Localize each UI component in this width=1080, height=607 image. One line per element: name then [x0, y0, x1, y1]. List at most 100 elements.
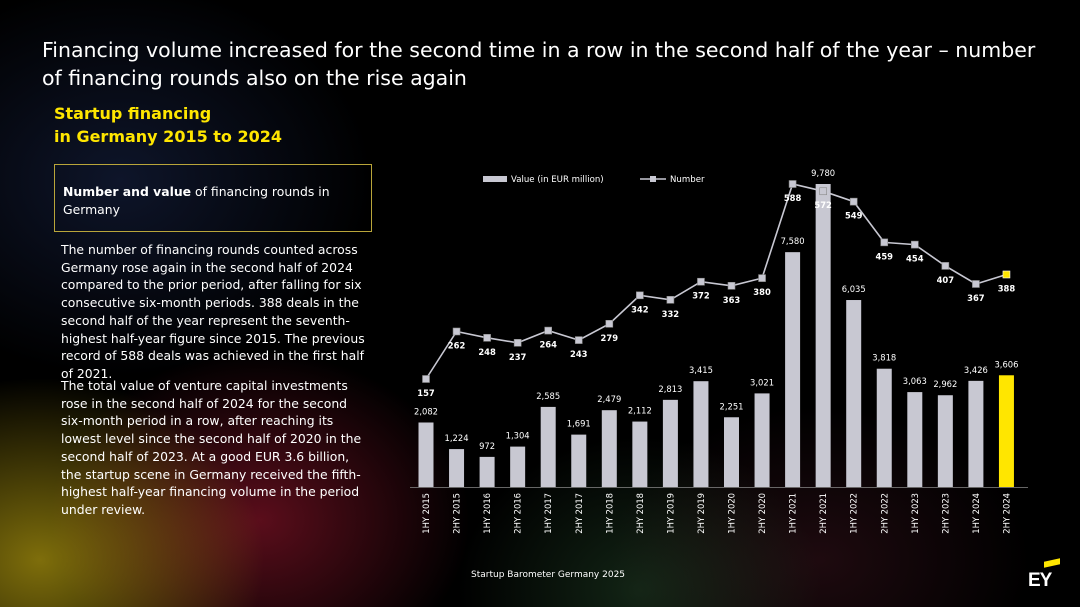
number-label: 588 — [784, 193, 802, 203]
line-point — [483, 334, 491, 342]
chart-subtitle: Startup financing in Germany 2015 to 202… — [54, 102, 282, 148]
line-point — [849, 197, 858, 206]
number-label: 237 — [509, 352, 527, 362]
ey-logo: EY — [1020, 558, 1060, 592]
x-tick-label: 2HY 2021 — [818, 493, 828, 534]
caption-bold: Number and value — [63, 184, 192, 199]
logo-yellow-bar — [1044, 558, 1060, 568]
line-point — [880, 238, 889, 247]
number-label: 243 — [570, 349, 588, 359]
bar-value-label: 2,479 — [597, 394, 621, 404]
bar — [846, 300, 862, 487]
bar-value-label: 2,813 — [658, 384, 682, 394]
bar-value-label: 3,606 — [994, 359, 1018, 369]
chart-legend: Value (in EUR million) Number — [483, 175, 705, 185]
line-point — [941, 262, 950, 270]
line-point — [819, 187, 827, 196]
bar-value-label: 6,035 — [842, 284, 866, 294]
number-label: 363 — [723, 295, 741, 305]
line-point — [972, 280, 980, 288]
line-point — [544, 326, 553, 335]
x-tick-label: 1HY 2019 — [665, 493, 675, 534]
line-point — [605, 320, 614, 328]
number-label: 367 — [967, 293, 985, 303]
paragraph-total-value: The total value of venture capital inves… — [61, 378, 362, 517]
bar-value-label: 2,251 — [720, 401, 744, 411]
bar-value-label: 1,224 — [445, 433, 469, 443]
line-point — [513, 339, 522, 347]
x-axis-ticks: 1HY 2015 2HY 2015 1HY 2016 2HY 2016 1HY 2017… — [421, 493, 1011, 534]
bar-value-label: 3,818 — [872, 353, 896, 363]
number-label: 407 — [937, 275, 955, 285]
line-point — [788, 180, 797, 188]
number-label: 279 — [601, 333, 619, 343]
x-tick-label: 2HY 2015 — [452, 493, 462, 534]
x-tick-label: 1HY 2015 — [421, 493, 431, 534]
line-series: 157 262 248 237 264 243 279 342 332 372 363 380 588 5… — [417, 180, 1015, 398]
number-label: 380 — [753, 287, 771, 297]
number-label: 248 — [478, 347, 496, 357]
bar-value-label: 2,082 — [414, 406, 438, 416]
x-tick-label: 1HY 2018 — [604, 493, 614, 534]
x-tick-label: 2HY 2024 — [1001, 493, 1011, 534]
x-tick-label: 2HY 2022 — [879, 493, 889, 534]
bar-value-label: 2,112 — [628, 406, 652, 416]
number-line — [425, 183, 1007, 380]
bar — [632, 421, 648, 487]
bar — [724, 417, 739, 487]
bar — [540, 406, 556, 487]
page-title: Financing volume increased for the secon… — [42, 38, 1036, 90]
line-point — [452, 327, 461, 336]
bar-value-label: 7,580 — [781, 236, 805, 246]
bar — [479, 456, 495, 487]
bar — [937, 395, 953, 487]
x-tick-label: 1HY 2024 — [971, 493, 981, 534]
bar-value-label: 9,780 — [811, 168, 835, 178]
bar — [815, 184, 831, 487]
line-point — [666, 296, 675, 304]
number-label: 459 — [876, 251, 894, 261]
x-tick-label: 2HY 2020 — [757, 493, 767, 534]
bar-value-label: 3,426 — [964, 365, 988, 375]
x-tick-label: 2HY 2017 — [574, 493, 584, 534]
bar-value-label: 2,585 — [536, 391, 560, 401]
x-tick-label: 2HY 2023 — [940, 493, 950, 534]
x-tick-label: 1HY 2020 — [727, 493, 737, 534]
logo-text: EY — [1028, 570, 1052, 591]
bar — [601, 410, 617, 487]
bar — [998, 375, 1014, 487]
subtitle-line-1: Startup financing — [54, 104, 212, 123]
legend-marker-swatch — [650, 176, 656, 182]
bar — [754, 393, 770, 487]
bar-value-label: 3,063 — [903, 376, 927, 386]
number-label: 262 — [448, 340, 466, 350]
x-tick-label: 1HY 2022 — [849, 493, 859, 534]
x-tick-label: 1HY 2023 — [910, 493, 920, 534]
number-label: 264 — [539, 340, 557, 350]
x-tick-label: 1HY 2021 — [788, 493, 798, 534]
number-label: 454 — [906, 254, 924, 264]
number-label: 157 — [417, 388, 435, 398]
x-tick-label: 1HY 2017 — [543, 493, 553, 534]
chart-caption-box: Number and value of financing rounds in … — [54, 164, 372, 232]
x-tick-label: 2HY 2019 — [696, 493, 706, 534]
number-label: 372 — [692, 291, 710, 301]
legend-bar-swatch — [483, 176, 507, 182]
bar — [785, 252, 801, 487]
subtitle-line-2: in Germany 2015 to 2024 — [54, 127, 283, 146]
legend-label-value: Value (in EUR million) — [511, 175, 604, 185]
bar — [662, 399, 678, 487]
x-tick-label: 2HY 2018 — [635, 493, 645, 534]
bar-value-label: 1,304 — [506, 431, 530, 441]
bar-value-label: 2,962 — [933, 379, 957, 389]
line-point — [727, 281, 736, 290]
line-point — [574, 336, 583, 344]
line-point — [697, 277, 705, 286]
legend-label-number: Number — [670, 175, 705, 185]
footer-source: Startup Barometer Germany 2025 — [471, 570, 626, 580]
bar-value-label: 3,021 — [750, 377, 774, 387]
number-label: 572 — [814, 200, 832, 210]
number-label: 332 — [662, 309, 680, 319]
